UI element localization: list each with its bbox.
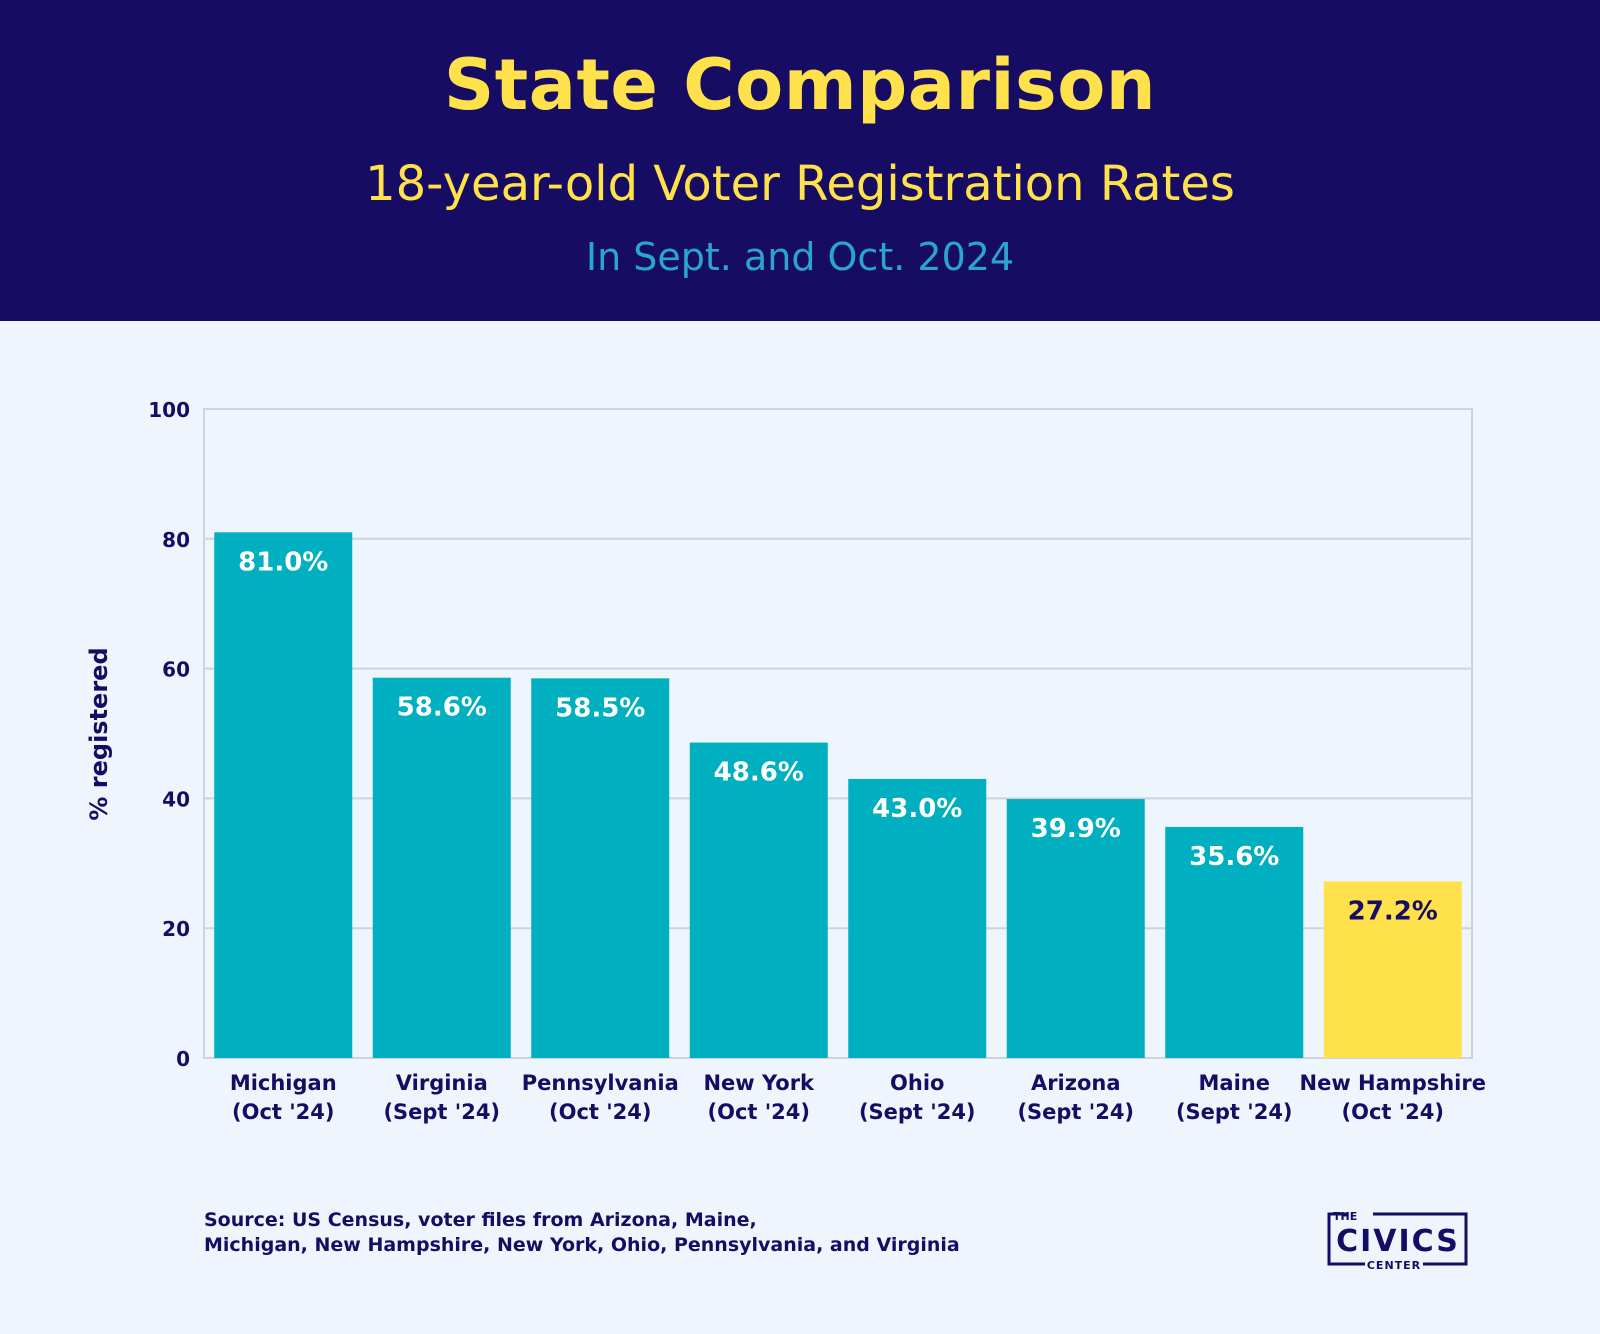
x-tick-label: Pennsylvania [522,1071,679,1095]
data-label: 35.6% [1189,842,1279,872]
y-tick-label: 40 [162,787,190,811]
bar [372,677,511,1058]
bar [531,678,670,1058]
x-tick-label: Virginia [396,1071,488,1095]
x-tick-label: Maine [1199,1071,1270,1095]
x-tick-label: Arizona [1031,1071,1121,1095]
y-axis-label: % registered [85,647,113,820]
data-label: 58.5% [555,693,645,723]
x-tick-label: New York [703,1071,815,1095]
data-label: 58.6% [397,693,487,723]
data-label: 39.9% [1031,814,1121,844]
x-axis-ticks: Michigan (Oct '24) Virginia (Sept '24) Penns… [230,1071,1486,1124]
bars [214,532,1462,1058]
logo-the-text: THE [1333,1210,1357,1223]
page-subtitle: 18-year-old Voter Registration Rates [365,156,1235,212]
bar [1165,826,1304,1058]
logo-center-text: CENTER [1367,1259,1421,1270]
y-tick-label: 80 [162,528,190,552]
page-title: State Comparison [443,44,1157,126]
x-tick-sublabel: (Oct '24) [232,1100,335,1124]
data-label: 81.0% [238,547,328,577]
data-label: 48.6% [714,758,804,788]
x-tick-sublabel: (Oct '24) [708,1100,811,1124]
logo-main-text: CIVICS [1336,1224,1460,1259]
header-banner: State Comparison 18-year-old Voter Regis… [0,0,1600,321]
bar [1323,881,1462,1058]
y-tick-label: 20 [162,917,190,941]
bar [214,532,353,1058]
civics-center-logo: THE CIVICS CENTER [1327,1210,1468,1270]
data-label: 27.2% [1348,896,1438,926]
x-tick-sublabel: (Oct '24) [549,1100,652,1124]
x-tick-sublabel: (Sept '24) [1176,1100,1293,1124]
y-tick-label: 0 [176,1047,190,1071]
y-tick-label: 100 [148,398,190,422]
bar [689,742,828,1058]
source-line-1: Source: US Census, voter files from Ariz… [204,1209,757,1231]
bar [848,778,987,1058]
y-tick-label: 60 [162,658,190,682]
bar [1006,799,1145,1058]
x-tick-sublabel: (Sept '24) [1017,1100,1134,1124]
y-axis-ticks: 0 20 40 60 80 100 [148,398,190,1071]
x-tick-sublabel: (Sept '24) [859,1100,976,1124]
x-tick-label: Ohio [890,1071,944,1095]
date-range-subtitle: In Sept. and Oct. 2024 [585,235,1015,279]
x-tick-sublabel: (Sept '24) [383,1100,500,1124]
x-tick-label: New Hampshire [1300,1071,1486,1095]
data-label: 43.0% [872,794,962,824]
source-note: Source: US Census, voter files from Ariz… [204,1208,960,1258]
x-tick-sublabel: (Oct '24) [1342,1100,1445,1124]
source-line-2: Michigan, New Hampshire, New York, Ohio,… [204,1234,960,1256]
data-labels: 81.0% 58.6% 58.5% 48.6% 43.0% 39.9% 35.6% 27.2% [238,547,1438,926]
x-tick-label: Michigan [230,1071,337,1095]
bar-chart: 0 20 40 60 80 100 81.0% 58.6% 58.5% 48.6% 43.0% 39… [85,398,1486,1124]
